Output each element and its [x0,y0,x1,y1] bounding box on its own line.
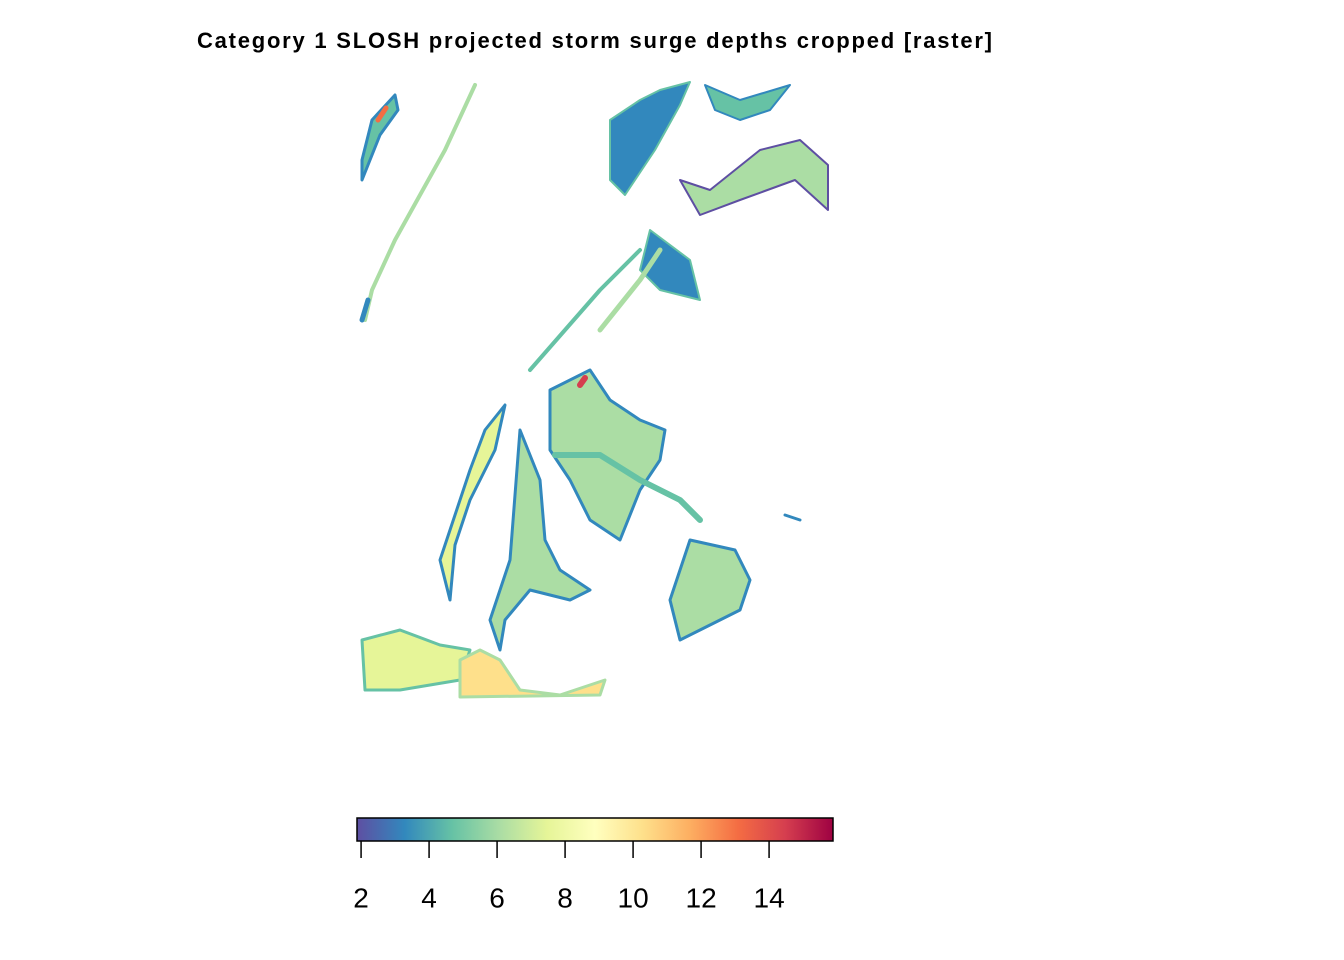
tick-label: 4 [421,882,437,913]
colorbar-ramp [356,817,834,842]
tick-label: 2 [353,882,369,913]
tick-label: 10 [618,882,649,913]
map-title: Category 1 SLOSH projected storm surge d… [197,28,992,53]
tick-label: 12 [686,882,717,913]
colorbar: 2 4 6 8 10 12 14 [353,817,834,913]
tick-label: 8 [557,882,573,913]
surge-raster [359,81,829,699]
tick-label: 14 [754,882,785,913]
tick-label: 6 [489,882,505,913]
